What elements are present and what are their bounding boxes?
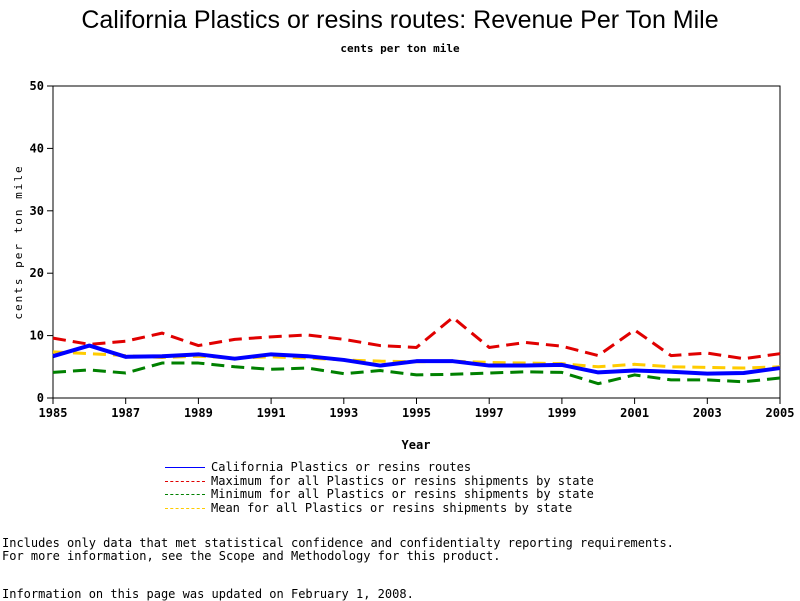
x-tick-label: 1989 [184,406,213,420]
legend-swatch [165,467,205,468]
chart-title: California Plastics or resins routes: Re… [81,6,719,34]
y-tick-label: 50 [30,79,44,93]
y-tick-label: 10 [30,329,44,343]
legend-label: California Plastics or resins routes [211,460,472,474]
series-line-1 [52,361,781,386]
x-tick-label: 2003 [693,406,722,420]
legend-swatch [165,507,205,509]
line-chart: 1985 1987 1989 1991 1993 1995 1997 1999 2001 2003… [12,79,795,452]
y-axis-label: cents per ton mile [12,164,25,319]
legend-label: Maximum for all Plastics or resins shipm… [211,473,594,488]
chart-subtitle: cents per ton mile [340,42,460,55]
legend-label: Mean for all Plastics or resins shipment… [211,500,573,515]
x-tick-label: 1999 [547,406,576,420]
y-tick-label: 40 [30,141,44,155]
plot-frame [52,85,781,399]
x-tick-label: 1997 [475,406,504,420]
x-axis: 1985 1987 1989 1991 1993 1995 1997 1999 2001 2003… [39,398,795,420]
legend-swatch [165,494,205,495]
x-tick-label: 1995 [402,406,431,420]
x-tick-label: 2001 [620,406,649,420]
y-tick-label: 20 [30,266,44,280]
footnote-methodology: For more information, see the Scope and … [2,549,501,563]
y-tick-label: 30 [30,204,44,218]
x-tick-label: 1993 [329,406,358,420]
legend-label: Minimum for all Plastics or resins shipm… [211,487,594,501]
x-axis-label: Year [402,438,431,452]
x-tick-label: 1985 [39,406,68,420]
series-layer [52,316,781,386]
x-tick-label: 2005 [766,406,795,420]
series-line-2 [52,316,781,361]
footnote-confidence: Includes only data that met statistical … [2,536,674,550]
y-tick-label: 0 [37,391,44,405]
series-line-3 [52,343,781,376]
footnote-updated: Information on this page was updated on … [2,587,414,601]
legend-swatch [165,480,205,482]
x-tick-label: 1991 [257,406,286,420]
x-tick-label: 1987 [111,406,140,420]
y-axis: 0 10 20 30 40 50 [30,79,53,405]
